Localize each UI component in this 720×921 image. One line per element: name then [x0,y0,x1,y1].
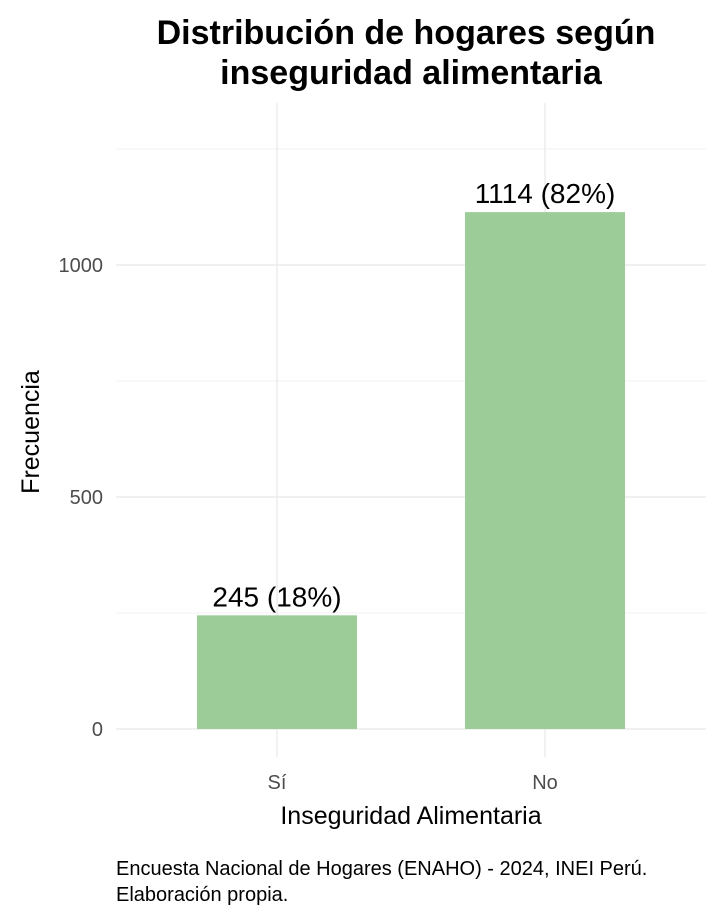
x-tick-label: Sí [268,772,287,794]
x-tick-label: No [532,772,558,794]
x-axis-title: Inseguridad Alimentaria [280,802,541,830]
chart-title-line-1: Distribución de hogares según [157,14,656,52]
bar [197,615,357,729]
bar-data-label: 1114 (82%) [475,178,616,209]
y-tick-label: 1000 [59,255,104,277]
plot-area: 0 500 1000 245 (18%) Sí 1114 (82%) No [59,103,706,794]
y-axis-title: Frecuencia [17,370,45,494]
caption-source: Encuesta Nacional de Hogares (ENAHO) - 2… [116,858,647,880]
bar [465,212,625,729]
y-tick-label: 500 [70,487,103,509]
bar-data-label: 245 (18%) [212,581,341,612]
caption-note: Elaboración propia. [116,884,288,906]
y-tick-label: 0 [92,719,103,741]
chart-title-line-2: inseguridad alimentaria [220,54,603,92]
